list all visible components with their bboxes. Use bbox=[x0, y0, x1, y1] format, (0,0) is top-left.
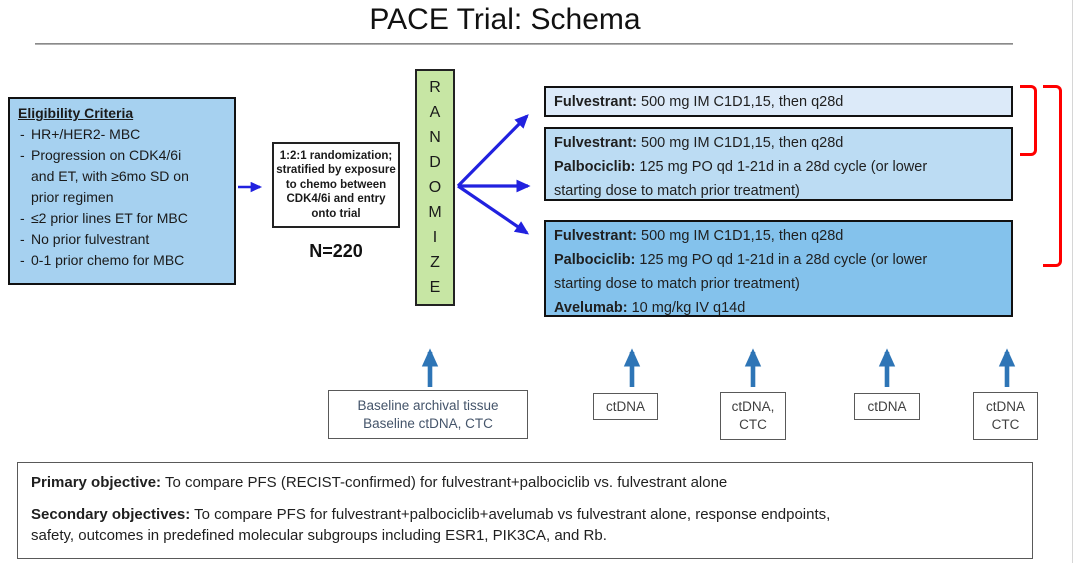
eligibility-item: - ≤2 prior lines ET for MBC bbox=[18, 208, 228, 229]
randomize-letter: I bbox=[432, 229, 438, 246]
eligibility-item: - 0-1 prior chemo for MBC bbox=[18, 250, 228, 271]
randomize-letter: E bbox=[429, 279, 441, 296]
eligibility-heading: Eligibility Criteria bbox=[18, 105, 134, 121]
primary-objective: Primary objective: To compare PFS (RECIS… bbox=[31, 472, 1019, 493]
regimen-line: Palbociclib: 125 mg PO qd 1-21d in a 28d… bbox=[554, 248, 1003, 296]
secondary-objectives-text: To compare PFS for fulvestrant+palbocicl… bbox=[31, 506, 831, 544]
eligibility-item: - Progression on CDK4/6i and ET, with ≥6… bbox=[18, 145, 228, 208]
randomize-letter: A bbox=[429, 104, 441, 121]
drug-name: Fulvestrant: bbox=[554, 94, 637, 110]
timepoint-box-ctdna-ctc-1: ctDNA, CTC bbox=[720, 392, 786, 440]
comparison-bracket-arms-1-3 bbox=[1043, 85, 1062, 267]
sample-size-label: N=220 bbox=[309, 241, 363, 261]
drug-dose: 125 mg PO qd 1-21d in a 28d cycle (or lo… bbox=[554, 159, 928, 199]
drug-dose: 10 mg/kg IV q14d bbox=[627, 300, 746, 316]
eligibility-criteria-box: Eligibility Criteria - HR+/HER2- MBC - P… bbox=[8, 97, 236, 285]
bullet-dash: - bbox=[20, 126, 25, 142]
timepoint-box-ctdna-2: ctDNA bbox=[854, 393, 920, 420]
secondary-objectives: Secondary objectives: To compare PFS for… bbox=[31, 504, 1019, 546]
bullet-dash: - bbox=[20, 147, 25, 163]
primary-objective-label: Primary objective: bbox=[31, 474, 162, 491]
drug-dose: 500 mg IM C1D1,15, then q28d bbox=[637, 94, 844, 110]
arm-fulvestrant-box: Fulvestrant: 500 mg IM C1D1,15, then q28… bbox=[544, 86, 1013, 117]
timepoint-label: ctDNA, bbox=[731, 399, 775, 414]
regimen-line: Fulvestrant: 500 mg IM C1D1,15, then q28… bbox=[554, 224, 1003, 248]
randomize-letter: N bbox=[429, 129, 441, 146]
randomize-to-arm3-arrow bbox=[457, 184, 530, 235]
bullet-dash: - bbox=[20, 231, 25, 247]
drug-dose: 500 mg IM C1D1,15, then q28d bbox=[637, 228, 844, 244]
baseline-sampling-box: Baseline archival tissue Baseline ctDNA,… bbox=[328, 390, 528, 439]
eligibility-item: - No prior fulvestrant bbox=[18, 229, 228, 250]
timepoint-label: CTC bbox=[739, 417, 767, 432]
eligibility-item-text: 0-1 prior chemo for MBC bbox=[31, 252, 185, 268]
baseline-line: Baseline ctDNA, CTC bbox=[363, 415, 493, 431]
randomize-letter: M bbox=[428, 204, 442, 221]
page-title: PACE Trial: Schema bbox=[369, 3, 641, 36]
regimen-line: Palbociclib: 125 mg PO qd 1-21d in a 28d… bbox=[554, 155, 1003, 203]
drug-name: Fulvestrant: bbox=[554, 228, 637, 244]
objectives-box: Primary objective: To compare PFS (RECIS… bbox=[17, 462, 1033, 559]
regimen-line: Avelumab: 10 mg/kg IV q14d bbox=[554, 296, 1003, 320]
timepoint-label: ctDNA bbox=[985, 399, 1025, 414]
slide-right-edge bbox=[1072, 0, 1073, 563]
eligibility-item-text: No prior fulvestrant bbox=[31, 231, 150, 247]
randomization-note-box: 1:2:1 randomization; stratified by expos… bbox=[272, 142, 400, 228]
drug-dose: 125 mg PO qd 1-21d in a 28d cycle (or lo… bbox=[554, 252, 928, 292]
eligibility-item-text: ≤2 prior lines ET for MBC bbox=[31, 210, 188, 226]
primary-objective-text: To compare PFS (RECIST-confirmed) for fu… bbox=[161, 474, 728, 491]
baseline-line: Baseline archival tissue bbox=[357, 397, 499, 413]
drug-name: Fulvestrant: bbox=[554, 135, 637, 151]
timepoint-label: CTC bbox=[991, 417, 1020, 432]
eligibility-item: - HR+/HER2- MBC bbox=[18, 124, 228, 145]
randomize-letter: R bbox=[429, 79, 441, 96]
bullet-dash: - bbox=[20, 210, 25, 226]
timepoint-box-ctdna-1: ctDNA bbox=[593, 393, 658, 420]
bullet-dash: - bbox=[20, 252, 25, 268]
drug-dose: 500 mg IM C1D1,15, then q28d bbox=[637, 135, 844, 151]
eligibility-item-text: HR+/HER2- MBC bbox=[31, 126, 141, 142]
comparison-bracket-arms-1-2 bbox=[1020, 85, 1037, 156]
drug-name: Palbociclib: bbox=[554, 252, 636, 268]
randomize-letter: O bbox=[428, 179, 442, 196]
eligibility-item-text: Progression on CDK4/6i and ET, with ≥6mo… bbox=[31, 147, 189, 205]
randomize-to-arm1-arrow bbox=[456, 114, 529, 188]
title-divider bbox=[35, 43, 1013, 45]
secondary-objectives-label: Secondary objectives: bbox=[31, 506, 191, 523]
randomize-bar: R A N D O M I Z E bbox=[415, 69, 455, 306]
timepoint-label: ctDNA bbox=[867, 398, 907, 414]
regimen-line: Fulvestrant: 500 mg IM C1D1,15, then q28… bbox=[554, 131, 1003, 155]
drug-name: Avelumab: bbox=[554, 300, 628, 316]
regimen-line: Fulvestrant: 500 mg IM C1D1,15, then q28… bbox=[554, 90, 1003, 114]
arm-fulvestrant-palbociclib-box: Fulvestrant: 500 mg IM C1D1,15, then q28… bbox=[544, 127, 1013, 201]
arm-fulvestrant-palbociclib-avelumab-box: Fulvestrant: 500 mg IM C1D1,15, then q28… bbox=[544, 220, 1013, 317]
timepoint-label: ctDNA bbox=[605, 398, 645, 414]
randomize-letter: D bbox=[429, 154, 441, 171]
timepoint-box-ctdna-ctc-2: ctDNA CTC bbox=[973, 392, 1038, 440]
drug-name: Palbociclib: bbox=[554, 159, 636, 175]
randomize-letter: Z bbox=[430, 254, 440, 271]
